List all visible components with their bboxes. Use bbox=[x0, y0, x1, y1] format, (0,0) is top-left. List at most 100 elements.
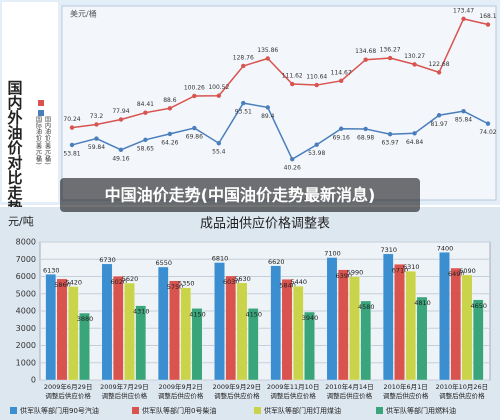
data-label: 49.16 bbox=[112, 155, 129, 162]
point bbox=[167, 106, 173, 111]
point bbox=[265, 105, 270, 110]
bar bbox=[461, 274, 473, 381]
data-label: 5620 bbox=[122, 275, 139, 283]
data-label: 64.26 bbox=[161, 139, 178, 146]
data-label: 6710 bbox=[392, 266, 409, 274]
legend-label: 国际油价(美元/桶) bbox=[35, 116, 42, 165]
point bbox=[387, 55, 393, 61]
data-label: 100.52 bbox=[208, 84, 229, 91]
bar bbox=[79, 312, 90, 381]
legend-swatch bbox=[38, 110, 44, 116]
data-label: 6310 bbox=[403, 263, 420, 271]
bar bbox=[304, 311, 315, 381]
point bbox=[387, 132, 393, 137]
x-tick-note: 调整后供应价格 bbox=[327, 391, 373, 400]
data-label: 68.98 bbox=[357, 134, 374, 141]
data-label: 173.47 bbox=[453, 7, 474, 14]
data-label: 136.27 bbox=[380, 47, 401, 54]
point bbox=[241, 63, 246, 69]
bar bbox=[416, 296, 428, 381]
data-label: 6130 bbox=[43, 266, 60, 274]
bar bbox=[101, 263, 113, 381]
data-label: 84.41 bbox=[137, 101, 154, 108]
bar bbox=[45, 274, 57, 381]
chart-title: 成品油供应价格调整表 bbox=[200, 216, 330, 232]
data-label: 6810 bbox=[212, 255, 229, 263]
bar bbox=[270, 265, 282, 381]
bar bbox=[349, 276, 360, 381]
point bbox=[314, 82, 319, 88]
data-label: 6620 bbox=[268, 258, 285, 266]
data-label: 69.16 bbox=[333, 134, 350, 141]
data-label: 64.84 bbox=[406, 139, 423, 146]
data-label: 3880 bbox=[77, 315, 94, 323]
point bbox=[436, 70, 442, 75]
data-label: 6090 bbox=[459, 267, 476, 275]
x-tick-label: 2010年10月26日 bbox=[436, 382, 489, 391]
point bbox=[118, 117, 124, 122]
data-label: 7100 bbox=[324, 250, 341, 258]
data-label: 5350 bbox=[178, 280, 195, 288]
data-label: 4310 bbox=[133, 308, 150, 316]
bar bbox=[214, 262, 225, 381]
data-label: 74.02 bbox=[479, 129, 496, 136]
point bbox=[461, 108, 466, 114]
point bbox=[461, 16, 466, 22]
bar bbox=[382, 253, 394, 381]
y-tick-label: 8000 bbox=[16, 238, 36, 247]
bar bbox=[124, 282, 135, 381]
data-label: 70.24 bbox=[63, 116, 80, 123]
bar bbox=[292, 286, 304, 381]
data-label: 3940 bbox=[302, 314, 319, 322]
bar bbox=[225, 275, 237, 381]
x-tick-label: 2009年6月29日 bbox=[44, 382, 92, 391]
data-label: 4150 bbox=[245, 310, 262, 318]
bar bbox=[112, 276, 124, 381]
point bbox=[241, 100, 246, 106]
point bbox=[167, 131, 173, 137]
data-label: 88.6 bbox=[163, 97, 177, 104]
y-tick-label: 1000 bbox=[16, 358, 36, 367]
data-label: 7310 bbox=[380, 246, 397, 254]
x-tick-label: 2009年9月2日 bbox=[158, 382, 202, 391]
point bbox=[143, 137, 148, 143]
data-label: 58.65 bbox=[137, 145, 154, 152]
legend-label: 供军队等部门用90号汽油 bbox=[20, 406, 99, 415]
data-label: 7400 bbox=[437, 244, 454, 252]
y-label: 元/吨 bbox=[8, 215, 34, 228]
data-label: 6490 bbox=[448, 270, 465, 278]
bar bbox=[337, 269, 349, 381]
data-label: 5420 bbox=[65, 279, 82, 287]
bar bbox=[439, 252, 450, 381]
data-label: 135.86 bbox=[257, 47, 278, 54]
point bbox=[118, 147, 124, 153]
x-tick-label: 2010年4月14日 bbox=[325, 382, 373, 391]
point bbox=[290, 81, 295, 87]
y-tick-label: 7000 bbox=[16, 255, 36, 264]
legend-swatch bbox=[254, 407, 261, 414]
bar bbox=[326, 257, 338, 381]
data-label: 100.26 bbox=[184, 84, 205, 91]
bar bbox=[56, 278, 68, 381]
x-tick-note: 调整后供应价格 bbox=[439, 391, 485, 400]
x-tick-label: 2009年9月29日 bbox=[213, 382, 261, 391]
data-label: 128.76 bbox=[233, 54, 254, 61]
data-label: 55.4 bbox=[212, 149, 226, 156]
point bbox=[363, 126, 368, 132]
point bbox=[412, 62, 417, 67]
legend-swatch bbox=[10, 407, 17, 414]
legend-label: 供军队等部门用0号柴油 bbox=[142, 406, 216, 415]
x-tick-note: 调整后供应价格 bbox=[158, 391, 204, 400]
plot-area bbox=[61, 5, 497, 201]
bar bbox=[405, 271, 417, 381]
data-label: 130.27 bbox=[404, 53, 425, 60]
point bbox=[143, 110, 148, 115]
data-label: 5860 bbox=[54, 281, 71, 289]
data-label: 111.62 bbox=[282, 73, 303, 80]
x-tick-note: 调整后供应价格 bbox=[383, 391, 429, 400]
x-tick-note: 调整后供应价格 bbox=[270, 391, 316, 400]
data-label: 5990 bbox=[347, 269, 364, 277]
data-label: 89.4 bbox=[261, 113, 275, 120]
point bbox=[265, 56, 270, 61]
data-label: 6390 bbox=[335, 272, 352, 280]
